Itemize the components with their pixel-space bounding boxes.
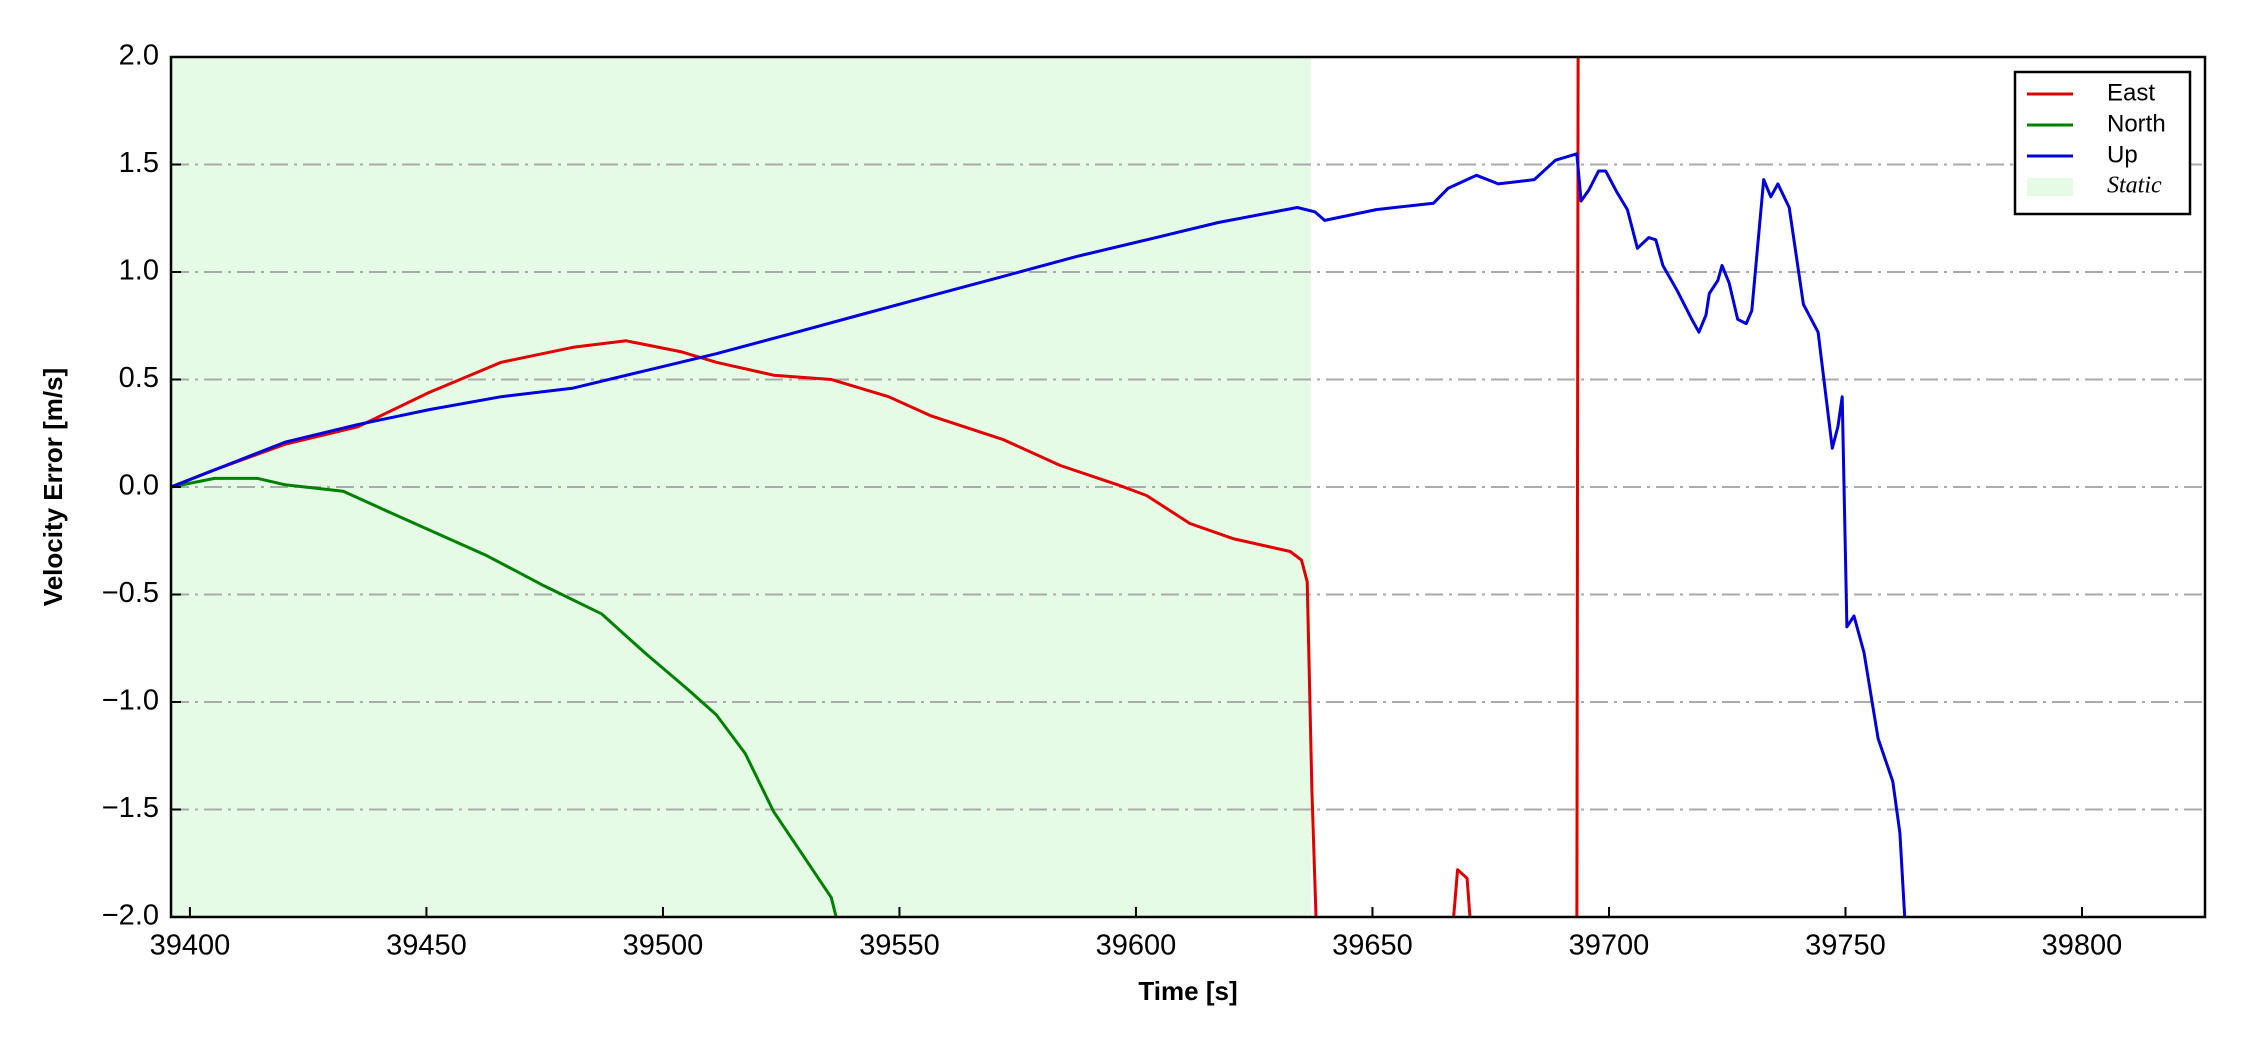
y-tick-label: −0.5: [102, 577, 159, 609]
legend-label: Up: [2107, 141, 2138, 168]
series-line: [171, 476, 838, 917]
x-axis-label: Time [s]: [1138, 976, 1237, 1006]
y-tick-label: 1.0: [119, 255, 159, 287]
y-tick-label: −2.0: [102, 900, 159, 932]
x-tick-label: 39600: [1096, 930, 1177, 962]
x-tick-label: 39800: [2042, 930, 2123, 962]
series-line: [171, 152, 1907, 917]
legend-swatch: [2027, 178, 2073, 196]
x-tick-label: 39400: [150, 930, 231, 962]
x-tick-label: 39650: [1332, 930, 1413, 962]
ticks: −2.0 −1.5 −1.0 −0.5 0.0 0.5 1.0 1.5 2.0 39400 3945…: [102, 40, 2123, 962]
x-tick-label: 39700: [1569, 930, 1650, 962]
y-tick-label: 1.5: [119, 147, 159, 179]
legend-label: North: [2107, 110, 2166, 137]
y-tick-label: −1.5: [102, 792, 159, 824]
x-tick-label: 39450: [386, 930, 467, 962]
y-axis-label: Velocity Error [m/s]: [38, 368, 68, 606]
x-tick-label: 39500: [623, 930, 704, 962]
legend: East North Up Static: [2013, 70, 2192, 216]
legend-label: Static: [2107, 173, 2162, 199]
x-tick-label: 39550: [859, 930, 940, 962]
y-tick-label: 0.0: [119, 470, 159, 502]
y-tick-label: −1.0: [102, 685, 159, 717]
x-tick-label: 39750: [1805, 930, 1886, 962]
y-tick-label: 2.0: [119, 40, 159, 72]
y-tick-label: 0.5: [119, 362, 159, 394]
plot-lines: [171, 57, 1907, 917]
legend-label: East: [2107, 79, 2155, 106]
